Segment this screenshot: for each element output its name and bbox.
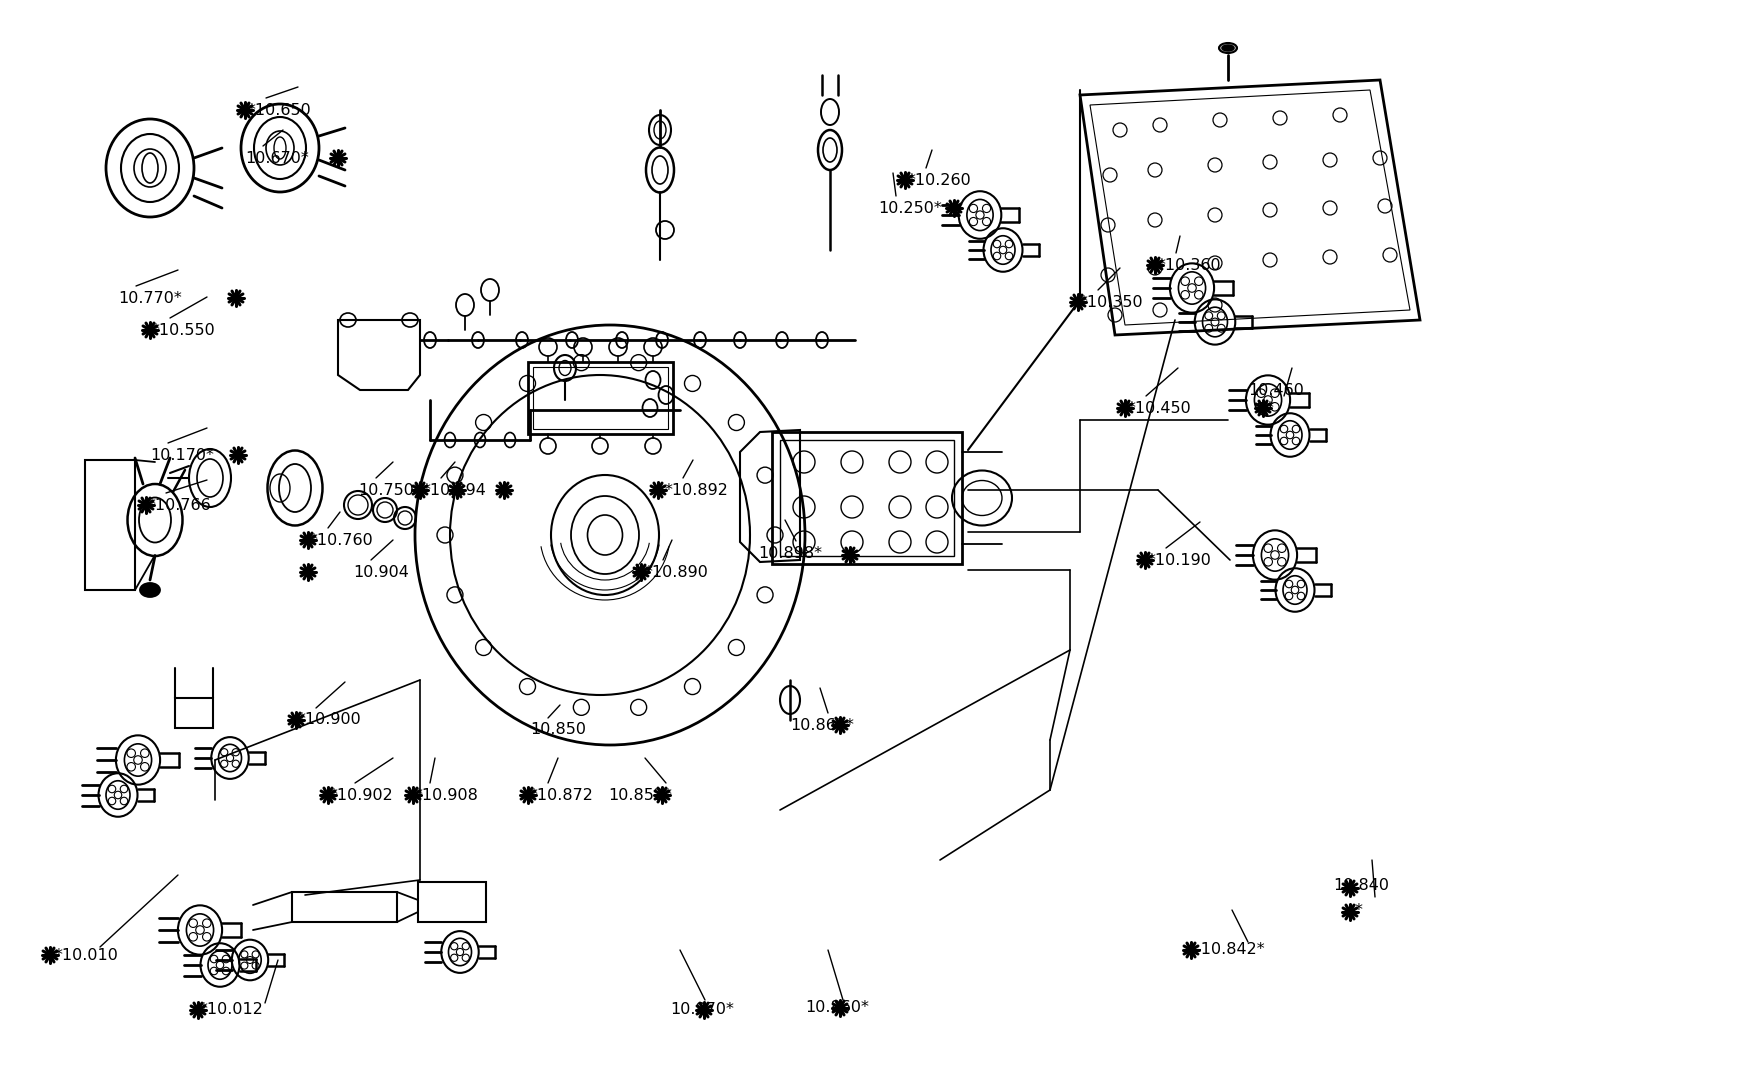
Text: *10.894: *10.894 <box>424 483 487 497</box>
Text: -10.842*: -10.842* <box>1195 943 1265 957</box>
Text: *10.450: *10.450 <box>1129 400 1192 415</box>
Text: *10.650: *10.650 <box>248 102 312 118</box>
Text: *10.872: *10.872 <box>530 787 593 802</box>
Bar <box>528 362 674 434</box>
Text: *10.892: *10.892 <box>665 483 730 497</box>
Bar <box>292 892 397 922</box>
Text: *: * <box>1265 400 1274 415</box>
Text: 10.670*: 10.670* <box>245 150 308 166</box>
Text: *10.010: *10.010 <box>54 947 119 962</box>
Text: *10.890: *10.890 <box>646 565 709 580</box>
Text: 10.250*: 10.250* <box>878 201 942 216</box>
Text: 10.840: 10.840 <box>1334 877 1390 893</box>
Text: 10.860*: 10.860* <box>805 1001 870 1016</box>
Bar <box>175 698 214 728</box>
Text: 10.898*: 10.898* <box>758 545 822 560</box>
Text: 10.862*: 10.862* <box>789 717 854 732</box>
Ellipse shape <box>1220 43 1237 53</box>
Ellipse shape <box>140 583 159 597</box>
Text: *10.902: *10.902 <box>331 787 394 802</box>
Text: 10.460: 10.460 <box>1248 383 1304 398</box>
Bar <box>772 432 963 564</box>
Bar <box>780 440 954 556</box>
Bar <box>418 882 487 922</box>
Text: *: * <box>1354 903 1363 918</box>
Text: *10.190: *10.190 <box>1148 553 1211 568</box>
Text: *10.908: *10.908 <box>415 787 480 802</box>
Text: *10.760: *10.760 <box>310 533 374 547</box>
Text: 10.170*: 10.170* <box>150 448 214 462</box>
Text: *10.900: *10.900 <box>298 713 362 727</box>
Text: *10.350: *10.350 <box>1080 294 1144 310</box>
Text: 10.750*: 10.750* <box>359 483 422 497</box>
Ellipse shape <box>1222 45 1234 51</box>
Text: *10.766: *10.766 <box>149 497 212 512</box>
Text: 10.904: 10.904 <box>354 565 410 580</box>
Text: *10.360: *10.360 <box>1158 257 1221 272</box>
Text: *10.550: *10.550 <box>152 323 215 338</box>
Text: 10.852*: 10.852* <box>607 787 672 802</box>
Text: 10.770*: 10.770* <box>117 291 182 305</box>
Bar <box>534 367 668 429</box>
Text: *10.260: *10.260 <box>908 172 971 187</box>
Text: 10.870*: 10.870* <box>670 1003 733 1017</box>
Text: 10.850: 10.850 <box>530 723 586 738</box>
Text: *10.012: *10.012 <box>200 1003 264 1017</box>
